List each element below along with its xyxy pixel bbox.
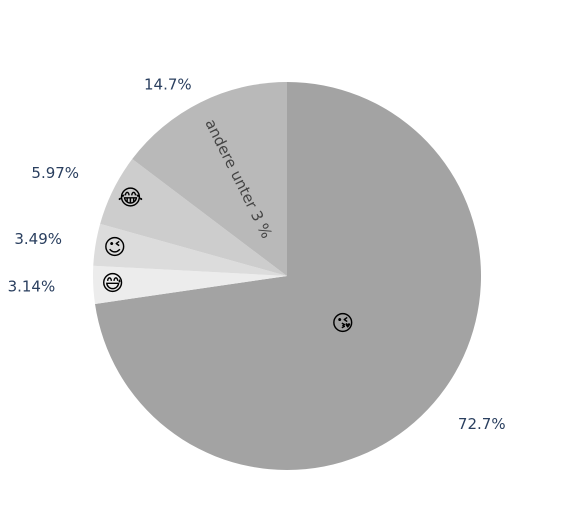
pie-slices <box>93 82 482 471</box>
slice-percent-label: 3.49% <box>14 230 62 248</box>
pie-slice <box>100 159 288 276</box>
pie-slice <box>95 82 482 471</box>
slice-percent-label: 72.7% <box>458 415 506 433</box>
slice-percent-label: 5.97% <box>31 164 79 182</box>
pie-slice <box>93 265 287 304</box>
pie-slice <box>93 223 287 276</box>
slice-label-emoji: 😂 <box>118 186 144 211</box>
slice-label-emoji: 😉 <box>103 235 126 260</box>
slice-percent-label: 14.7% <box>144 75 192 93</box>
slice-percent-label: 3.14% <box>8 278 56 296</box>
slice-label-emoji: 😅 <box>101 272 124 297</box>
slice-label-emoji: 😘 <box>331 312 354 337</box>
pie-slice <box>132 82 287 276</box>
